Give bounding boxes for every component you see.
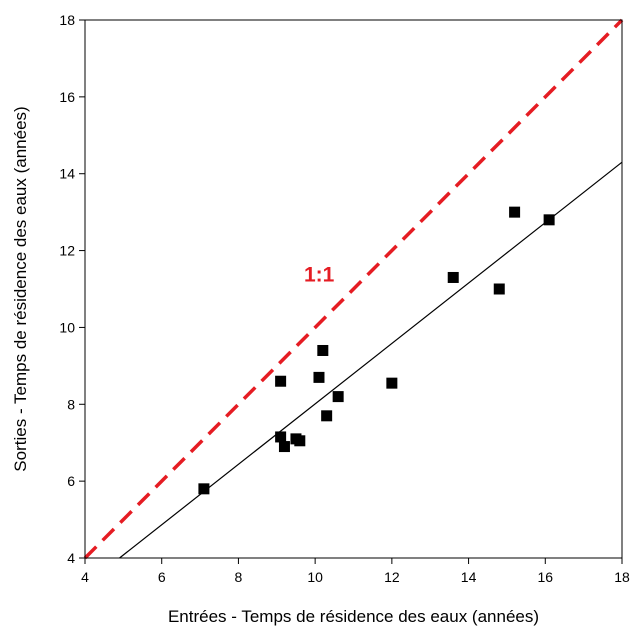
- y-axis-title: Sorties - Temps de résidence des eaux (a…: [11, 106, 30, 471]
- x-axis-title: Entrées - Temps de résidence des eaux (a…: [168, 607, 539, 626]
- axis-ticks: 4 6 8 10 12 14 16 18 4 6 8 10 12 14 16 18: [59, 12, 630, 585]
- data-point: [317, 344, 329, 356]
- x-tick-label: 12: [384, 569, 400, 585]
- x-tick-label: 8: [235, 569, 243, 585]
- y-tick-label: 10: [59, 319, 75, 335]
- y-tick-label: 16: [59, 89, 75, 105]
- y-tick-label: 4: [67, 550, 75, 566]
- data-point: [321, 410, 333, 422]
- data-point: [509, 206, 521, 218]
- x-tick-label: 4: [81, 569, 89, 585]
- data-point: [332, 391, 344, 403]
- data-point: [313, 371, 325, 383]
- x-tick-label: 16: [537, 569, 553, 585]
- x-tick-label: 14: [461, 569, 477, 585]
- data-point: [447, 271, 459, 283]
- x-tick-label: 6: [158, 569, 166, 585]
- data-point: [386, 377, 398, 389]
- plot-frame: [84, 19, 623, 559]
- data-point: [294, 435, 306, 447]
- data-point: [543, 214, 555, 226]
- data-point: [275, 431, 287, 443]
- one-to-one-annotation: 1:1: [304, 263, 335, 286]
- one-to-one-dashed-line: [83, 18, 624, 560]
- y-tick-label: 14: [59, 166, 75, 182]
- data-point: [278, 441, 290, 453]
- y-tick-label: 8: [67, 396, 75, 412]
- data-point: [493, 283, 505, 295]
- y-tick-label: 6: [67, 473, 75, 489]
- x-tick-label: 10: [307, 569, 323, 585]
- x-tick-label: 18: [614, 569, 630, 585]
- data-point: [275, 375, 287, 387]
- y-tick-label: 18: [59, 12, 75, 28]
- chart-marks: [83, 18, 624, 560]
- data-point: [198, 483, 210, 495]
- y-tick-label: 12: [59, 243, 75, 259]
